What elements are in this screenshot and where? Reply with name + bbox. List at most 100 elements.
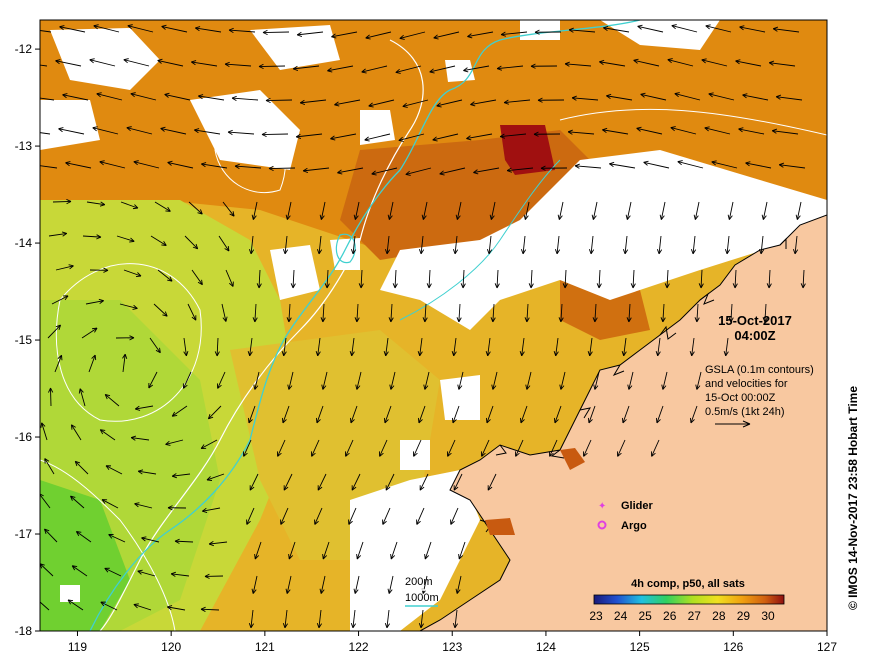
velocity-arrow bbox=[265, 99, 293, 101]
velocity-arrow-head bbox=[728, 317, 734, 323]
velocity-arrow-head bbox=[525, 384, 531, 390]
velocity-arrow-head bbox=[222, 316, 228, 322]
velocity-arrow bbox=[282, 405, 290, 424]
cloud-mask bbox=[190, 90, 300, 170]
velocity-arrow bbox=[671, 25, 698, 33]
velocity-arrow-head bbox=[496, 65, 502, 71]
velocity-arrow bbox=[569, 29, 596, 33]
velocity-arrow bbox=[150, 235, 167, 246]
velocity-arrow-head bbox=[758, 249, 765, 255]
velocity-arrow bbox=[40, 97, 55, 101]
velocity-arrow bbox=[640, 93, 667, 101]
velocity-arrow bbox=[385, 473, 395, 491]
velocity-arrow-head bbox=[123, 58, 129, 64]
velocity-arrow bbox=[54, 355, 62, 373]
cloud-mask bbox=[350, 470, 480, 631]
velocity-arrow bbox=[206, 473, 225, 481]
velocity-arrow-head bbox=[288, 554, 294, 560]
isobath-1000m bbox=[89, 20, 641, 631]
gsla-note-line2: and velocities for bbox=[705, 378, 788, 390]
isobath-1000m-island bbox=[335, 233, 356, 264]
velocity-arrow bbox=[70, 495, 85, 509]
cloud-mask bbox=[520, 20, 560, 40]
velocity-arrow bbox=[361, 65, 388, 73]
velocity-arrow bbox=[216, 337, 219, 356]
velocity-arrow bbox=[776, 96, 803, 101]
cloud-mask-large bbox=[380, 150, 827, 330]
velocity-arrow bbox=[764, 303, 767, 322]
velocity-arrow-head bbox=[667, 58, 673, 64]
velocity-arrow-head bbox=[670, 126, 676, 132]
velocity-arrow bbox=[738, 128, 765, 135]
velocity-arrow-head bbox=[603, 25, 609, 31]
velocity-arrow-head bbox=[627, 384, 633, 390]
velocity-arrow bbox=[692, 235, 696, 254]
velocity-arrow bbox=[602, 129, 629, 135]
velocity-arrow bbox=[55, 265, 74, 271]
velocity-arrow bbox=[322, 541, 330, 560]
velocity-arrow-head bbox=[388, 317, 394, 323]
velocity-arrow-head bbox=[640, 92, 646, 98]
cloud-mask bbox=[60, 585, 80, 602]
velocity-arrow bbox=[385, 337, 389, 356]
velocity-arrow-head bbox=[422, 317, 428, 323]
velocity-arrow-head bbox=[59, 25, 65, 31]
velocity-arrow bbox=[705, 25, 732, 33]
velocity-arrow bbox=[51, 295, 69, 305]
velocity-arrow bbox=[268, 167, 296, 169]
velocity-arrow-head bbox=[494, 283, 500, 289]
velocity-arrow-head bbox=[91, 354, 97, 361]
velocity-arrow-head bbox=[277, 451, 282, 457]
velocity-arrow bbox=[249, 337, 253, 356]
velocity-arrow-head bbox=[350, 249, 357, 255]
velocity-arrow bbox=[633, 59, 660, 67]
velocity-arrow bbox=[594, 303, 597, 322]
velocity-arrow bbox=[174, 540, 194, 543]
velocity-arrow-head bbox=[405, 170, 411, 176]
map-frame bbox=[39, 19, 828, 632]
velocity-arrow bbox=[356, 303, 359, 322]
velocity-arrow-head bbox=[772, 26, 779, 32]
velocity-arrow-head bbox=[201, 162, 207, 168]
velocity-arrow-head bbox=[500, 31, 506, 37]
velocity-arrow bbox=[161, 25, 188, 33]
time-label: 04:00Z bbox=[734, 328, 775, 343]
velocity-arrow bbox=[286, 575, 292, 594]
velocity-arrow-head bbox=[349, 350, 355, 357]
velocity-arrow-head bbox=[229, 281, 234, 287]
velocity-arrow bbox=[252, 201, 258, 220]
velocity-arrow bbox=[104, 567, 122, 577]
velocity-arrow bbox=[191, 61, 218, 67]
velocity-arrow bbox=[520, 405, 528, 424]
colorbar-title: 4h comp, p50, all sats bbox=[631, 578, 745, 590]
velocity-arrow-head bbox=[622, 249, 629, 255]
velocity-arrow bbox=[123, 269, 142, 277]
cloud-mask bbox=[440, 375, 480, 420]
velocity-arrow bbox=[99, 161, 126, 169]
velocity-arrow bbox=[606, 95, 633, 101]
velocity-arrow-head bbox=[463, 67, 469, 73]
velocity-arrow bbox=[360, 269, 363, 288]
velocity-arrow-head bbox=[689, 417, 695, 424]
velocity-arrow-head bbox=[183, 350, 189, 357]
velocity-arrow-head bbox=[520, 249, 527, 255]
velocity-arrow-head bbox=[583, 451, 588, 457]
velocity-arrow-head bbox=[621, 417, 627, 424]
lon-tick-label: 123 bbox=[442, 640, 462, 654]
velocity-arrow-head bbox=[473, 169, 479, 175]
velocity-arrow bbox=[44, 528, 58, 543]
velocity-arrow bbox=[172, 473, 191, 477]
velocity-arrow bbox=[500, 133, 527, 138]
velocity-arrow-head bbox=[208, 540, 214, 547]
velocity-arrow bbox=[419, 473, 429, 491]
velocity-arrow-head bbox=[21, 61, 26, 65]
velocity-arrow bbox=[126, 127, 153, 135]
velocity-arrow-head bbox=[735, 59, 741, 65]
velocity-arrow bbox=[454, 609, 458, 628]
legend-glider-label: Glider bbox=[621, 500, 654, 512]
velocity-arrow bbox=[183, 371, 192, 389]
velocity-arrow-head bbox=[519, 417, 525, 424]
velocity-arrow-head bbox=[103, 267, 109, 273]
velocity-arrow-head bbox=[491, 384, 497, 390]
velocity-arrow-head bbox=[171, 473, 178, 479]
